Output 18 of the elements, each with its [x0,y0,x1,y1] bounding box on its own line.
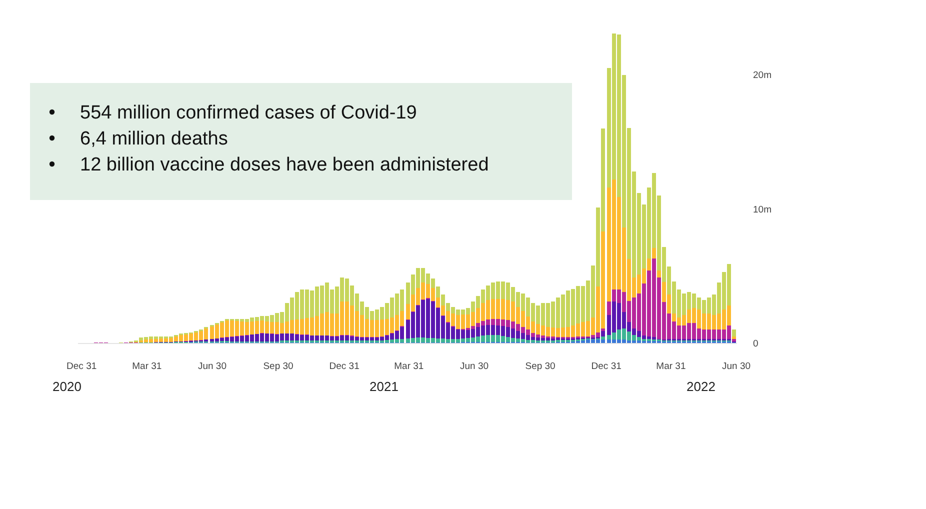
x-tick-label: Mar 31 [394,361,424,372]
text: 2020 [52,379,82,394]
y-tick-label: 10m [753,204,772,216]
x-tick-label: Sep 30 [263,361,294,372]
x-tick-label: Jun 30 [460,361,489,372]
text: 554 million confirmed cases of Covid-19 6,4 million deaths 12 billion vaccine doses have been administered [80,102,489,176]
x-tick-label: Mar 31 [656,361,686,372]
x-tick-label: Dec 31 [66,361,97,372]
x-tick-label: Mar 31 [132,361,162,372]
y-tick-label: 0 [753,338,758,350]
text: 2021 [370,379,398,394]
x-tick-label: Jun 30 [722,361,751,372]
x-tick-label: Dec 31 [329,361,360,372]
x-tick-label: Sep 30 [525,361,556,372]
text: 2022 [686,379,716,394]
x-tick-label: Jun 30 [198,361,227,372]
x-tick-label: Dec 31 [591,361,622,372]
y-tick-label: 20m [753,70,772,82]
